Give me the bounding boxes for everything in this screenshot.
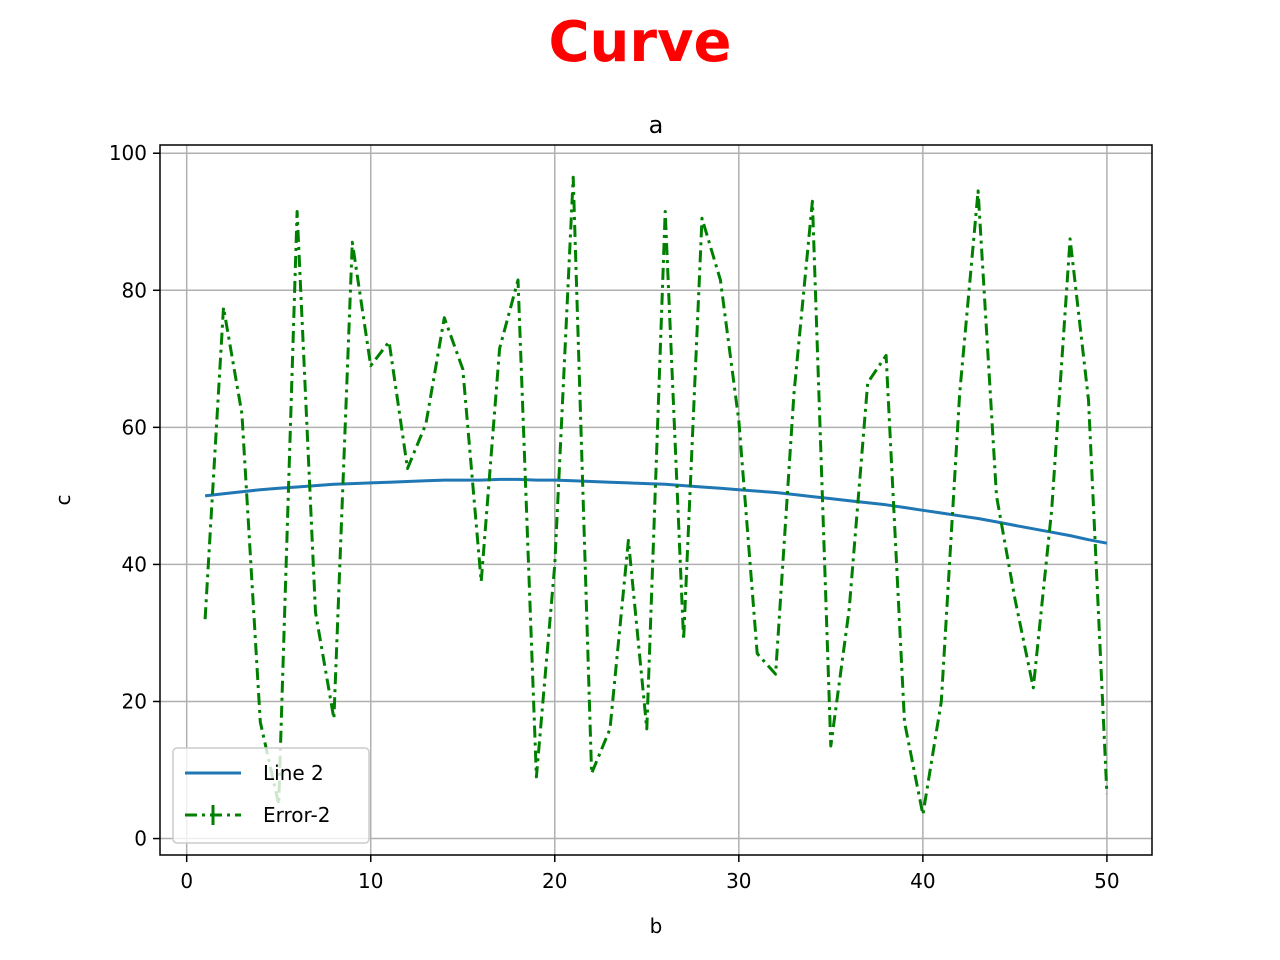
- x-axis-label: b: [650, 914, 663, 938]
- x-tick-label: 20: [542, 869, 567, 893]
- axes-title: a: [649, 111, 664, 139]
- series-line-2: [204, 477, 1108, 545]
- x-tick-label: 50: [1094, 869, 1119, 893]
- series-line: [204, 477, 1108, 545]
- x-axis-ticks: 0 10 20 30 40 50: [180, 855, 1120, 893]
- legend-label: Line 2: [263, 761, 324, 785]
- y-tick-label: 80: [122, 278, 147, 302]
- x-tick-label: 30: [726, 869, 751, 893]
- series-layer: [203, 175, 1109, 817]
- y-axis-label: c: [51, 495, 75, 506]
- legend-label: Error-2: [263, 803, 330, 827]
- x-tick-label: 40: [910, 869, 935, 893]
- x-tick-label: 0: [180, 869, 193, 893]
- legend: Line 2 Error-2: [172, 747, 370, 844]
- axes-frame: [159, 144, 1153, 856]
- series-line: [203, 175, 1109, 817]
- figure-suptitle: Curve: [548, 10, 732, 75]
- legend-item: Error-2: [185, 803, 330, 827]
- y-tick-label: 0: [134, 827, 147, 851]
- y-tick-label: 40: [122, 552, 147, 576]
- x-tick-label: 10: [358, 869, 383, 893]
- y-tick-label: 20: [122, 689, 147, 713]
- y-tick-label: 60: [122, 415, 147, 439]
- series-error-2: [203, 175, 1109, 817]
- legend-item: Line 2: [185, 761, 324, 785]
- y-axis-ticks: 0 20 40 60 80 100: [109, 141, 160, 851]
- grid-lines: [160, 145, 1152, 855]
- y-tick-label: 100: [109, 141, 147, 165]
